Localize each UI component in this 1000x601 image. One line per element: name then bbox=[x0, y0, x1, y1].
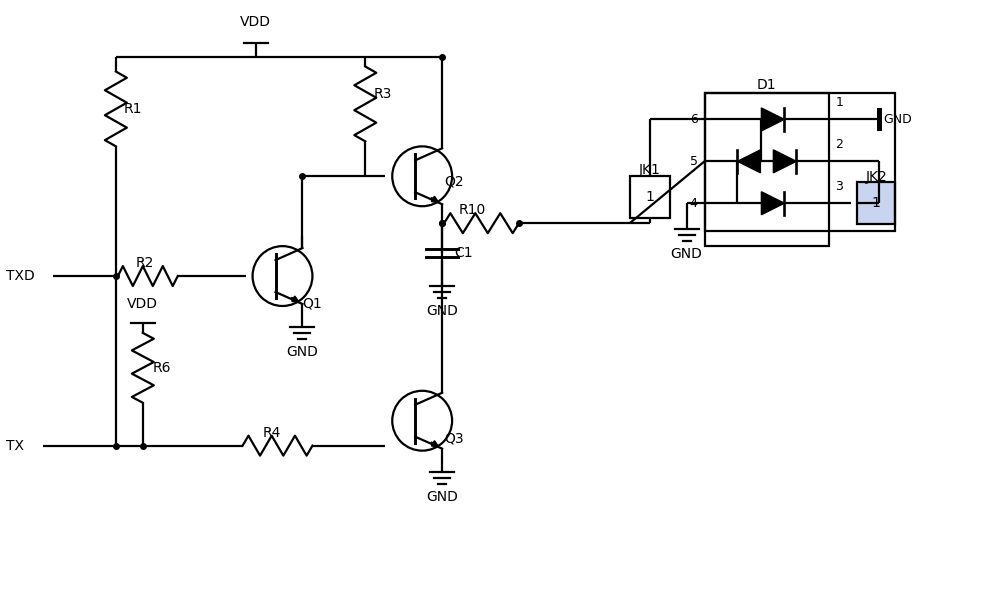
Text: 1: 1 bbox=[835, 96, 843, 109]
Text: GND: GND bbox=[883, 113, 912, 126]
Text: R3: R3 bbox=[373, 87, 392, 101]
Text: D1: D1 bbox=[757, 79, 777, 93]
Text: JK1: JK1 bbox=[639, 163, 661, 177]
Polygon shape bbox=[737, 150, 760, 173]
Text: 1: 1 bbox=[645, 191, 654, 204]
Text: GND: GND bbox=[426, 304, 458, 318]
Text: 2: 2 bbox=[835, 138, 843, 151]
Text: Q2: Q2 bbox=[444, 174, 464, 188]
Text: 1: 1 bbox=[872, 196, 881, 210]
Text: 4: 4 bbox=[690, 197, 698, 210]
Text: GND: GND bbox=[426, 490, 458, 504]
Text: R10: R10 bbox=[459, 203, 486, 217]
Bar bbox=[705, 94, 895, 231]
Bar bbox=[630, 176, 670, 218]
Text: TXD: TXD bbox=[6, 269, 35, 283]
Text: GND: GND bbox=[287, 345, 318, 359]
Text: JK2: JK2 bbox=[865, 170, 887, 185]
Bar bbox=[857, 182, 895, 224]
Bar bbox=[705, 94, 829, 246]
Polygon shape bbox=[773, 150, 796, 173]
Text: R4: R4 bbox=[263, 426, 281, 440]
Text: GND: GND bbox=[671, 247, 703, 261]
Text: 6: 6 bbox=[690, 113, 698, 126]
Text: VDD: VDD bbox=[240, 14, 271, 29]
Text: R1: R1 bbox=[124, 102, 142, 116]
Text: 3: 3 bbox=[835, 180, 843, 194]
Text: R6: R6 bbox=[153, 361, 171, 375]
Text: 5: 5 bbox=[690, 155, 698, 168]
Text: R2: R2 bbox=[136, 256, 154, 270]
Polygon shape bbox=[761, 108, 784, 131]
Text: Q1: Q1 bbox=[302, 297, 322, 311]
Polygon shape bbox=[761, 192, 784, 215]
Text: VDD: VDD bbox=[127, 297, 158, 311]
Text: Q3: Q3 bbox=[444, 432, 464, 446]
Text: TX: TX bbox=[6, 439, 24, 453]
Text: C1: C1 bbox=[454, 246, 473, 260]
